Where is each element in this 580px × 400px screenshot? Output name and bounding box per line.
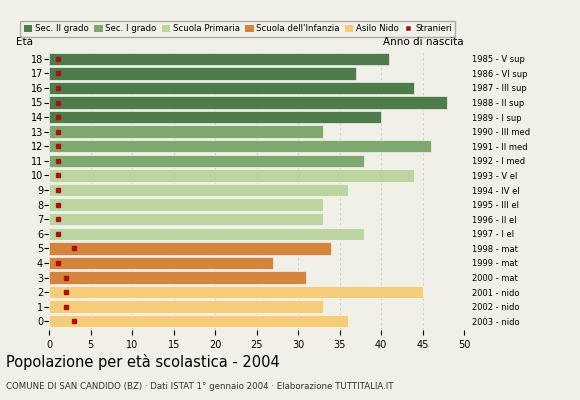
Bar [49, 67, 356, 80]
Text: Popolazione per età scolastica - 2004: Popolazione per età scolastica - 2004 [6, 354, 280, 370]
Bar [49, 228, 364, 240]
Text: Età: Età [16, 37, 33, 47]
Bar [49, 52, 389, 65]
Bar [49, 242, 331, 254]
Bar [49, 96, 447, 109]
Bar [49, 184, 348, 196]
Legend: Sec. II grado, Sec. I grado, Scuola Primaria, Scuola dell'Infanzia, Asilo Nido, : Sec. II grado, Sec. I grado, Scuola Prim… [20, 21, 455, 36]
Bar [49, 169, 414, 182]
Text: COMUNE DI SAN CANDIDO (BZ) · Dati ISTAT 1° gennaio 2004 · Elaborazione TUTTITALI: COMUNE DI SAN CANDIDO (BZ) · Dati ISTAT … [6, 382, 393, 391]
Bar [49, 140, 431, 152]
Bar [49, 300, 323, 313]
Bar [49, 126, 323, 138]
Bar [49, 198, 323, 211]
Text: Anno di nascita: Anno di nascita [383, 37, 464, 47]
Bar [49, 111, 381, 123]
Bar [49, 155, 364, 167]
Bar [49, 257, 273, 269]
Bar [49, 271, 306, 284]
Bar [49, 315, 348, 328]
Bar [49, 82, 414, 94]
Bar [49, 286, 422, 298]
Bar [49, 213, 323, 225]
